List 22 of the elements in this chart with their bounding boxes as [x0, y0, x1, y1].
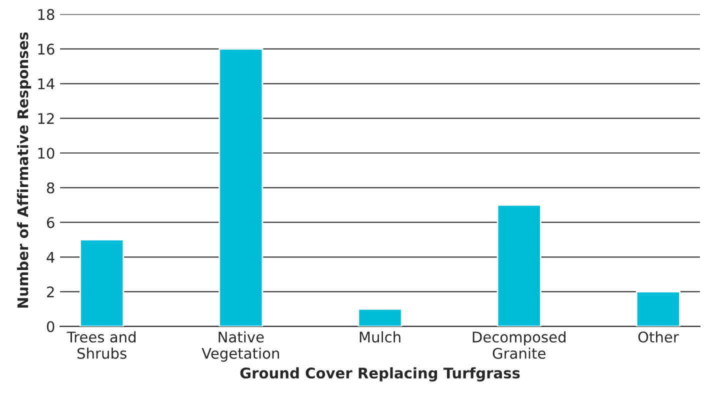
bar: [358, 308, 402, 326]
y-tick-label: 0: [46, 321, 54, 332]
bar: [496, 204, 542, 326]
y-tick-label: 16: [38, 44, 54, 55]
x-axis-title: Ground Cover Replacing Turfgrass: [240, 367, 520, 382]
bar: [636, 291, 680, 326]
y-tick-label: 12: [38, 113, 54, 124]
bar: [80, 239, 124, 326]
x-tick-label: Other: [638, 331, 679, 343]
y-tick-label: 14: [38, 78, 54, 90]
y-tick-label: 18: [38, 8, 54, 20]
x-tick-label: Native Vegetation: [202, 331, 279, 362]
y-axis-title: Number of Affirmative Responses: [17, 32, 32, 308]
y-tick-label: 10: [38, 148, 54, 159]
x-tick-label: Trees and Shrubs: [66, 331, 136, 359]
x-tick-label: Decomposed Granite: [472, 331, 566, 359]
x-tick-label: Mulch: [360, 331, 400, 343]
y-tick-label: 6: [46, 217, 54, 228]
y-tick-label: 8: [46, 182, 54, 194]
y-tick-label: 4: [46, 252, 54, 263]
bar: [218, 48, 264, 326]
y-tick-label: 2: [47, 286, 54, 298]
